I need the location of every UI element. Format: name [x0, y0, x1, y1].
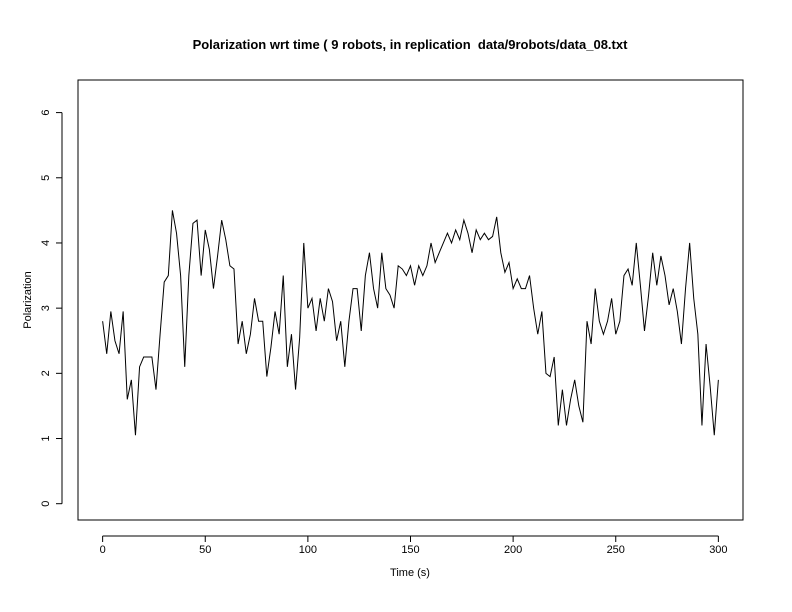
- y-tick-label: 1: [40, 435, 52, 441]
- x-tick-label: 100: [299, 544, 317, 556]
- y-tick-label: 2: [40, 370, 52, 376]
- y-tick-label: 3: [40, 305, 52, 311]
- x-tick-label: 250: [607, 544, 625, 556]
- y-axis-label: Polarization: [22, 271, 34, 328]
- plot-box: [77, 79, 744, 521]
- chart-title: Polarization wrt time ( 9 robots, in rep…: [193, 37, 629, 52]
- x-tick-label: 300: [709, 544, 727, 556]
- x-axis-label: Time (s): [390, 567, 430, 579]
- y-tick-label: 0: [40, 501, 52, 507]
- y-tick-label: 6: [40, 110, 52, 116]
- y-tick-label: 5: [40, 175, 52, 181]
- y-tick-label: 4: [40, 240, 52, 246]
- x-tick-label: 150: [401, 544, 419, 556]
- x-tick-label: 200: [504, 544, 522, 556]
- data-line: [102, 210, 719, 436]
- x-tick-label: 0: [100, 544, 106, 556]
- x-tick-label: 50: [199, 544, 211, 556]
